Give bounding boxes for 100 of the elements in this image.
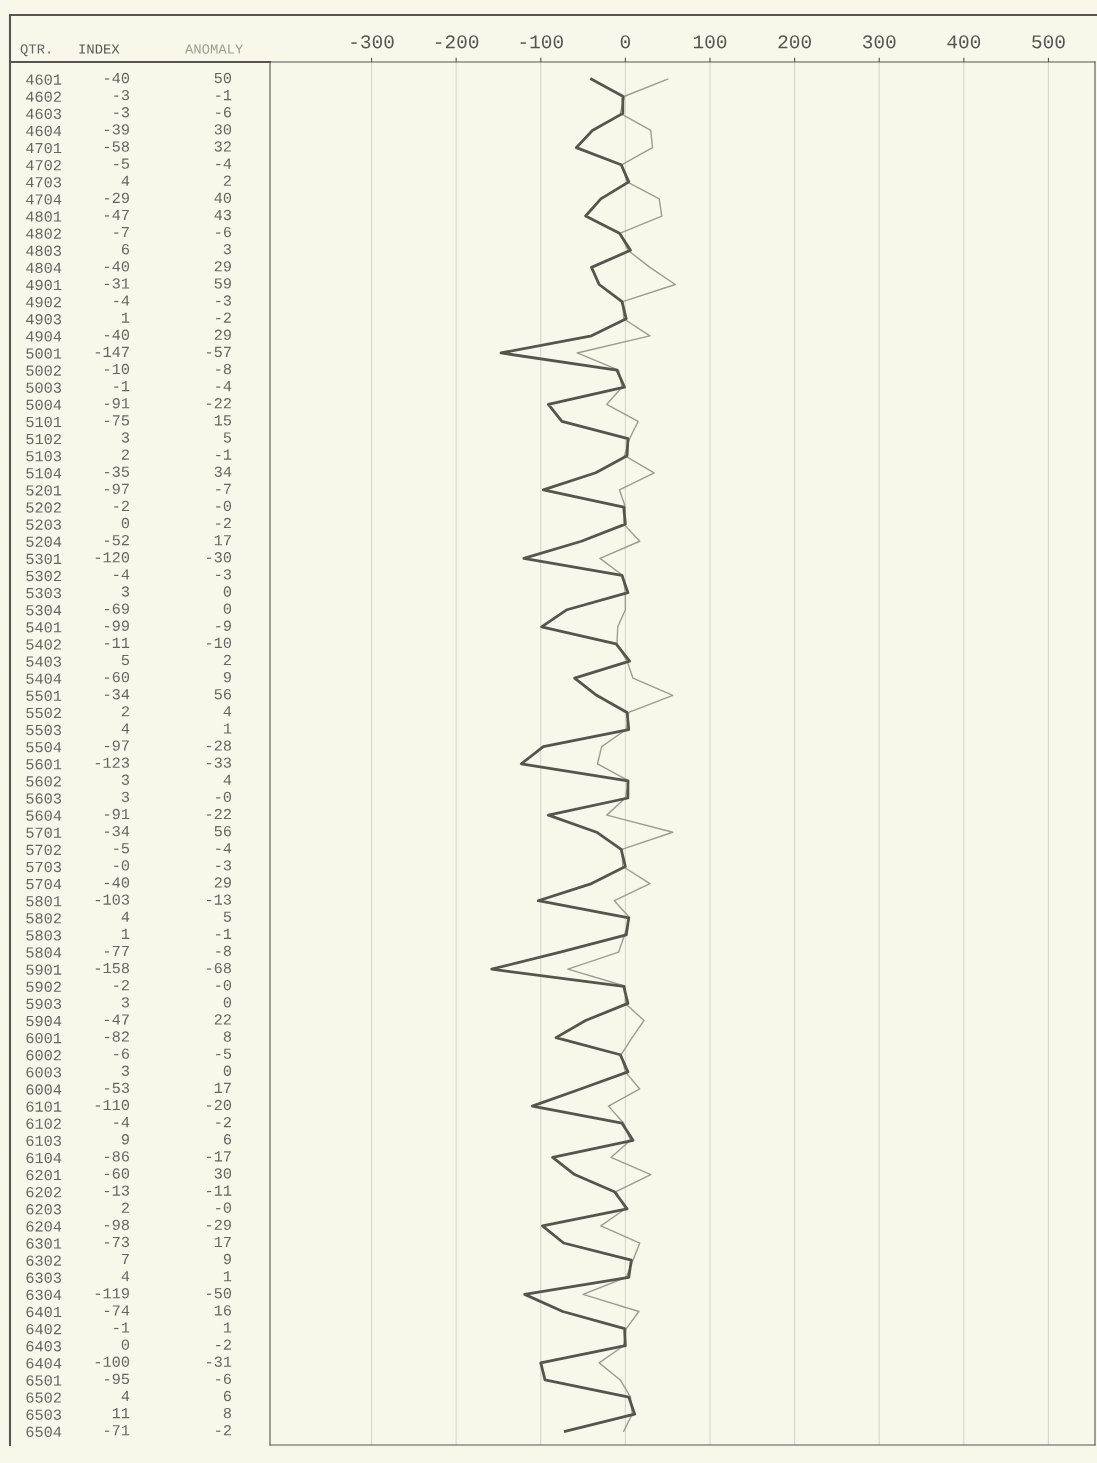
y-tick-label: 5404 bbox=[26, 673, 62, 684]
y-tick-label: 4903 bbox=[26, 314, 62, 325]
data-label: -4 bbox=[114, 1117, 130, 1128]
data-label: -82 bbox=[104, 1031, 129, 1042]
data-label: -60 bbox=[104, 671, 130, 683]
data-label: -40 bbox=[104, 329, 130, 340]
y-tick-label: 6104 bbox=[26, 1152, 62, 1164]
data-label: 4 bbox=[121, 1271, 130, 1282]
data-label: -29 bbox=[206, 1219, 231, 1231]
y-tick-label: 5504 bbox=[26, 741, 62, 753]
y-tick-label: 6304 bbox=[26, 1289, 62, 1301]
y-tick-label: 6002 bbox=[26, 1050, 61, 1061]
data-label: 11 bbox=[112, 1408, 130, 1419]
data-label: 29 bbox=[214, 261, 231, 272]
data-label: 2 bbox=[121, 1202, 129, 1213]
data-label: 30 bbox=[214, 124, 232, 135]
data-label: -68 bbox=[206, 962, 231, 974]
y-tick-label: 6202 bbox=[26, 1186, 61, 1198]
y-tick-label: 5202 bbox=[26, 502, 61, 513]
data-label: 3 bbox=[121, 586, 130, 597]
data-label: 9 bbox=[121, 1134, 129, 1145]
data-label: 56 bbox=[214, 689, 232, 700]
data-label: -53 bbox=[104, 1082, 130, 1094]
data-label: -4 bbox=[216, 843, 232, 854]
text: INDEX bbox=[79, 44, 120, 54]
text: ANOMALY bbox=[185, 44, 244, 54]
y-tick-label: 4604 bbox=[26, 125, 62, 137]
y-tick-label: 6402 bbox=[26, 1323, 61, 1335]
data-label: -47 bbox=[104, 209, 129, 220]
data-label: 3 bbox=[121, 791, 130, 803]
y-tick-label: 5901 bbox=[26, 964, 62, 975]
data-label: -6 bbox=[216, 226, 232, 238]
data-label: -1 bbox=[216, 90, 232, 101]
y-tick-label: 5402 bbox=[26, 639, 61, 650]
data-label: 4 bbox=[121, 723, 130, 734]
data-label: 6 bbox=[223, 1390, 232, 1402]
data-label: 3 bbox=[121, 997, 130, 1008]
data-label: -1 bbox=[216, 449, 232, 460]
data-label: 2 bbox=[121, 706, 129, 717]
data-label: 56 bbox=[214, 825, 232, 837]
y-tick-label: 6103 bbox=[26, 1135, 62, 1147]
data-label: 0 bbox=[121, 517, 130, 529]
data-label: -8 bbox=[216, 945, 231, 957]
x2-tick-label: -200 bbox=[435, 35, 479, 49]
data-label: -77 bbox=[104, 945, 129, 956]
data-label: -7 bbox=[114, 227, 129, 238]
data-label: -60 bbox=[104, 1168, 130, 1179]
data-label: -69 bbox=[104, 603, 129, 614]
y-tick-label: 6203 bbox=[26, 1204, 62, 1215]
data-label: -71 bbox=[104, 1425, 130, 1436]
y-tick-label: 5104 bbox=[26, 468, 62, 479]
y-tick-label: 6501 bbox=[26, 1375, 62, 1386]
data-label: 17 bbox=[214, 535, 231, 546]
data-label: -0 bbox=[216, 980, 232, 991]
data-label: -6 bbox=[114, 1048, 130, 1059]
y-tick-label: 5803 bbox=[26, 930, 62, 941]
data-label: -8 bbox=[216, 363, 231, 375]
y-tick-label: 5804 bbox=[26, 947, 62, 958]
data-label: -147 bbox=[95, 346, 129, 357]
y-tick-label: 5301 bbox=[26, 553, 62, 565]
y-tick-label: 4703 bbox=[26, 177, 62, 188]
data-label: 9 bbox=[223, 1253, 231, 1265]
data-label: -33 bbox=[206, 757, 232, 768]
data-label: 1 bbox=[121, 928, 130, 939]
data-label: 8 bbox=[223, 1031, 231, 1042]
data-label: 0 bbox=[223, 586, 232, 597]
y-tick-label: 5203 bbox=[26, 519, 62, 530]
data-label: -4 bbox=[216, 158, 232, 169]
data-label: 16 bbox=[214, 1305, 232, 1316]
data-label: -2 bbox=[114, 500, 129, 511]
data-label: -97 bbox=[104, 483, 129, 495]
data-label: 32 bbox=[214, 141, 231, 152]
data-label: -91 bbox=[104, 398, 130, 409]
data-label: -29 bbox=[104, 192, 129, 204]
data-label: -5 bbox=[216, 1048, 232, 1059]
data-label: -22 bbox=[206, 808, 231, 820]
data-label: -30 bbox=[206, 552, 232, 563]
y-tick-label: 6004 bbox=[26, 1084, 62, 1095]
data-label: -2 bbox=[216, 312, 231, 323]
y-tick-label: 5604 bbox=[26, 810, 62, 821]
data-label: -7 bbox=[216, 483, 231, 494]
data-label: 2 bbox=[223, 175, 231, 186]
data-label: 4 bbox=[223, 706, 232, 717]
y-tick-label: 4702 bbox=[26, 160, 61, 171]
y-tick-label: 5802 bbox=[26, 913, 61, 924]
data-label: -11 bbox=[206, 1185, 232, 1196]
data-label: -52 bbox=[104, 534, 129, 546]
data-label: -11 bbox=[104, 637, 130, 648]
data-label: -4 bbox=[114, 569, 130, 580]
x2-tick-label: 300 bbox=[862, 35, 896, 49]
data-label: -5 bbox=[114, 843, 130, 854]
y-tick-label: 5601 bbox=[26, 759, 62, 770]
y-tick-label: 5502 bbox=[26, 707, 61, 719]
y-tick-label: 6302 bbox=[26, 1255, 61, 1266]
x2-tick-label: 100 bbox=[693, 35, 727, 49]
data-label: -9 bbox=[216, 620, 231, 631]
data-label: 4 bbox=[121, 1390, 130, 1402]
data-label: -75 bbox=[104, 415, 130, 426]
y-tick-label: 5201 bbox=[26, 485, 62, 496]
data-label: -40 bbox=[104, 261, 130, 272]
